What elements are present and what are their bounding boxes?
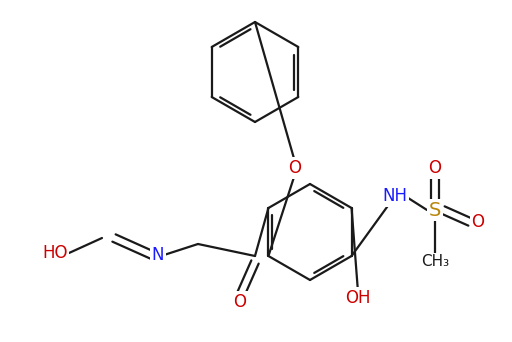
Text: O: O (472, 213, 484, 231)
Text: O: O (233, 293, 246, 311)
Text: OH: OH (345, 289, 371, 307)
Text: HO: HO (42, 244, 68, 262)
Text: O: O (429, 159, 441, 177)
Text: CH₃: CH₃ (421, 254, 449, 269)
Text: NH: NH (382, 187, 408, 205)
Text: O: O (288, 159, 302, 177)
Text: N: N (152, 246, 164, 264)
Text: S: S (429, 200, 441, 220)
